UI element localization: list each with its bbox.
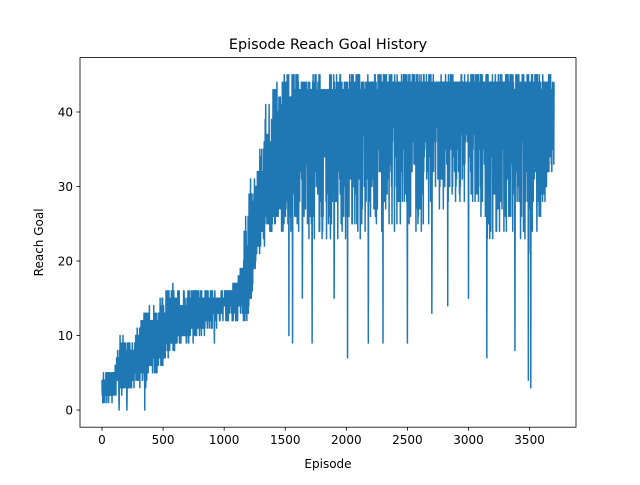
x-tick-label: 3500 [514, 433, 545, 447]
y-axis: 0 10 20 30 40 [58, 105, 80, 417]
chart-title: Episode Reach Goal History [229, 37, 428, 53]
y-tick-label: 0 [65, 403, 73, 417]
x-tick-label: 1500 [270, 433, 301, 447]
x-axis-label: Episode [304, 457, 351, 471]
plot-frame [79, 57, 577, 428]
x-tick-label: 3000 [453, 433, 484, 447]
y-tick-label: 40 [58, 105, 73, 119]
x-tick-label: 1000 [209, 433, 240, 447]
series-layer [101, 73, 555, 411]
x-tick-label: 2500 [392, 433, 423, 447]
series-line [101, 73, 555, 411]
y-tick-label: 20 [58, 254, 73, 268]
x-tick-label: 0 [98, 433, 106, 447]
y-axis-label: Reach Goal [32, 208, 46, 276]
y-tick-label: 10 [58, 329, 73, 343]
x-tick-label: 500 [152, 433, 175, 447]
x-tick-label: 2000 [331, 433, 362, 447]
x-axis: 0 500 1000 1500 2000 2500 3000 3500 [98, 427, 545, 447]
y-tick-label: 30 [58, 180, 73, 194]
